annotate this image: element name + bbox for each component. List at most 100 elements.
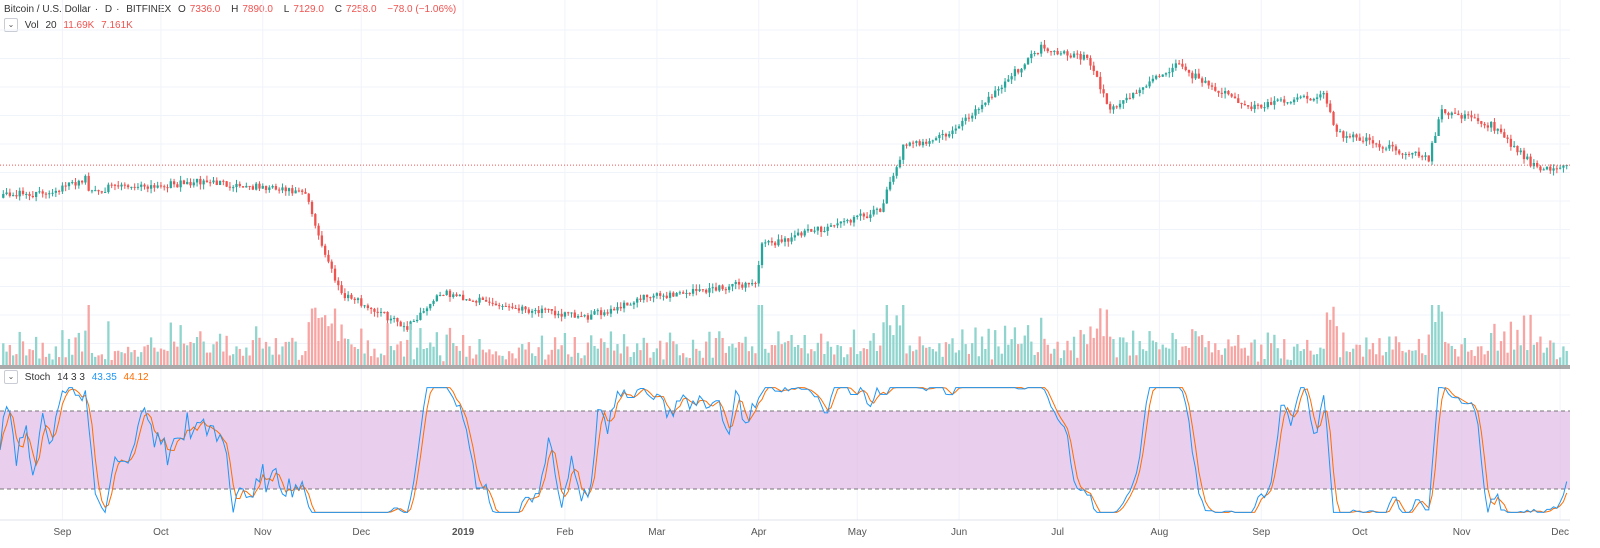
candle — [777, 239, 780, 246]
volume-bar — [1063, 350, 1066, 365]
volume-bar — [764, 348, 767, 365]
candle — [1010, 76, 1013, 80]
stoch-params: 14 3 3 — [57, 371, 85, 383]
candle — [432, 301, 435, 304]
volume-bar — [1509, 321, 1513, 365]
candle — [1427, 155, 1430, 162]
candle — [1401, 153, 1404, 155]
candle — [971, 115, 974, 119]
candle — [182, 180, 186, 185]
candle — [1217, 90, 1220, 93]
candle — [1086, 54, 1089, 58]
chevron-down-icon[interactable]: ⌄ — [4, 370, 18, 384]
volume-bar — [557, 349, 560, 365]
volume-bar — [682, 353, 685, 365]
candle — [813, 230, 816, 232]
x-tick-label: 2019 — [452, 527, 475, 538]
candle — [1480, 121, 1483, 124]
candle — [892, 175, 895, 182]
volume-bar — [1171, 332, 1174, 365]
volume-bar — [1490, 332, 1493, 365]
candle — [780, 239, 783, 242]
volume-bar — [731, 343, 734, 365]
volume-bar — [875, 350, 879, 365]
volume-bar — [1335, 326, 1338, 365]
candle — [675, 293, 678, 297]
volume-bar — [1496, 350, 1499, 365]
candle — [1519, 150, 1522, 153]
candle — [1158, 75, 1161, 77]
volume-bar — [1023, 335, 1026, 365]
candle — [202, 180, 205, 185]
x-tick-label: Aug — [1151, 527, 1169, 538]
candle — [1503, 132, 1506, 138]
candle — [307, 193, 310, 202]
volume-bar — [1421, 353, 1424, 365]
volume-bar — [816, 342, 819, 365]
volume-bar — [481, 349, 484, 365]
candle — [235, 183, 238, 188]
volume-bar — [1279, 358, 1283, 365]
x-tick-label: Mar — [648, 527, 666, 538]
volume-bar — [212, 344, 215, 365]
volume-bar — [146, 344, 149, 365]
candle — [1040, 44, 1043, 54]
high-value: H 7890.0 — [231, 4, 273, 15]
candle — [665, 295, 668, 298]
candle — [1358, 137, 1361, 141]
volume-bar — [573, 337, 576, 365]
candle — [376, 311, 379, 313]
volume-bar — [235, 346, 238, 365]
candle — [1020, 68, 1023, 73]
volume-bar — [333, 308, 337, 365]
candle — [691, 288, 695, 294]
candle — [215, 180, 218, 185]
volume-bar — [1112, 339, 1115, 365]
volume-bar — [1237, 334, 1240, 365]
interval-label[interactable]: D — [104, 4, 113, 15]
volume-bar — [1292, 346, 1296, 365]
candle — [527, 309, 530, 313]
candle — [1447, 112, 1450, 116]
volume-bar — [360, 328, 363, 365]
volume-bar — [215, 341, 218, 365]
volume-bar — [773, 345, 777, 365]
candle — [1043, 44, 1046, 49]
candle — [159, 185, 163, 187]
candle — [1181, 63, 1184, 67]
volume-bar — [31, 350, 34, 365]
candle — [422, 311, 425, 313]
candle — [333, 268, 337, 281]
candle — [547, 308, 550, 310]
candle — [419, 312, 422, 320]
volume-bar — [1013, 327, 1017, 365]
candle — [149, 185, 153, 189]
volume-bar — [829, 346, 833, 365]
volume-bar — [107, 321, 110, 365]
volume-bar — [590, 335, 593, 365]
candle — [997, 89, 1000, 91]
volume-bar — [859, 351, 862, 365]
candle — [189, 181, 192, 186]
candle — [1545, 166, 1549, 170]
volume-bar — [1161, 344, 1164, 365]
candle — [1095, 71, 1099, 77]
volume-bar — [787, 340, 790, 365]
candle — [514, 307, 517, 309]
volume-bar — [432, 346, 435, 365]
candle — [248, 185, 251, 187]
volume-bar — [659, 340, 662, 365]
volume-bar — [1095, 328, 1099, 365]
symbol-name[interactable]: Bitcoin / U.S. Dollar — [4, 4, 91, 15]
volume-bar — [925, 347, 928, 365]
chevron-down-icon[interactable]: ⌄ — [4, 18, 18, 32]
volume-bar — [343, 338, 347, 365]
volume-ma: 7.161K — [101, 19, 133, 31]
candle — [888, 181, 892, 190]
volume-bar — [153, 347, 156, 365]
volume-bar — [1411, 350, 1414, 365]
volume-bar — [1503, 331, 1506, 365]
volume-bar — [1086, 344, 1089, 365]
volume-bar — [888, 325, 892, 365]
